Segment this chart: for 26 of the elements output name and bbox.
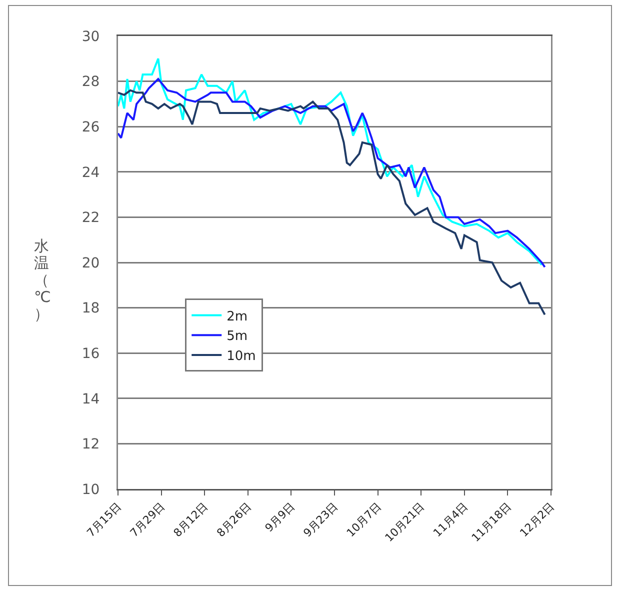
x-tick-label: 9月23日 bbox=[300, 500, 341, 540]
x-tick-label: 9月9日 bbox=[262, 500, 298, 535]
y-tick-label: 26 bbox=[82, 120, 100, 136]
x-tick-label: 8月26日 bbox=[214, 500, 254, 540]
y-tick-label: 10 bbox=[82, 482, 100, 498]
legend-label: 10m bbox=[226, 349, 256, 364]
y-tick-label: 24 bbox=[82, 164, 100, 181]
y-axis-title: 水温（℃） bbox=[34, 237, 51, 323]
x-tick-label: 10月7日 bbox=[344, 500, 384, 540]
x-tick-label: 12月2日 bbox=[517, 500, 558, 540]
x-tick-label: 7月15日 bbox=[84, 500, 124, 540]
y-tick-label: 28 bbox=[82, 74, 100, 90]
legend-label: 5m bbox=[226, 329, 248, 344]
x-tick-label: 11月18日 bbox=[469, 500, 514, 545]
x-tick-label: 8月12日 bbox=[171, 500, 211, 540]
y-tick-label: 22 bbox=[82, 210, 100, 226]
y-tick-label: 20 bbox=[82, 255, 100, 272]
x-tick-label: 7月29日 bbox=[128, 500, 168, 540]
x-tick-label: 11月4日 bbox=[430, 500, 470, 540]
y-tick-label: 12 bbox=[82, 436, 100, 453]
y-tick-label: 16 bbox=[82, 346, 100, 362]
y-tick-label: 14 bbox=[82, 391, 100, 408]
x-tick-label: 10月21日 bbox=[382, 500, 428, 545]
y-tick-label: 18 bbox=[82, 300, 100, 317]
legend-label: 2m bbox=[226, 309, 248, 324]
y-tick-label: 30 bbox=[82, 28, 100, 45]
